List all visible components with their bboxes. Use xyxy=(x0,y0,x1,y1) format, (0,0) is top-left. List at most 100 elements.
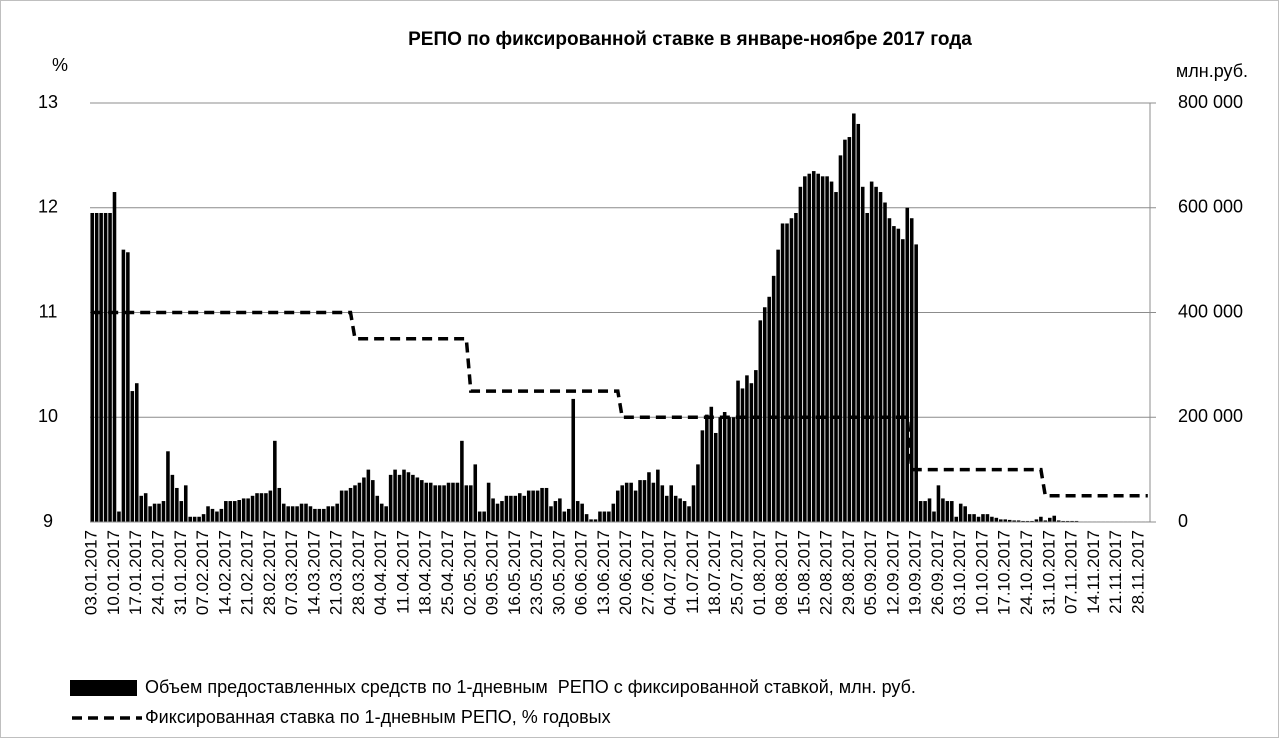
bar xyxy=(1034,519,1039,522)
x-tick-label: 21.03.2017 xyxy=(327,530,346,615)
bar xyxy=(673,495,678,522)
x-tick-label: 07.03.2017 xyxy=(282,530,301,615)
bar xyxy=(758,320,763,522)
bar xyxy=(139,495,143,522)
bar xyxy=(936,485,941,522)
x-tick-label: 02.05.2017 xyxy=(460,530,479,615)
bar xyxy=(379,503,384,522)
bar xyxy=(878,192,883,522)
x-tick-label: 28.02.2017 xyxy=(260,530,279,615)
bar xyxy=(847,137,852,522)
bar xyxy=(326,506,331,522)
bar xyxy=(856,123,861,522)
bar xyxy=(210,508,215,522)
bar xyxy=(923,501,927,522)
bar xyxy=(740,388,745,522)
bar xyxy=(709,406,714,522)
bar xyxy=(500,501,504,522)
bar xyxy=(428,482,433,522)
bar xyxy=(232,501,237,522)
bar xyxy=(526,490,531,522)
bar xyxy=(629,482,633,522)
bar xyxy=(322,508,326,522)
bar xyxy=(549,506,553,522)
bar xyxy=(647,472,651,522)
bar xyxy=(482,511,486,522)
x-tick-label: 31.01.2017 xyxy=(171,530,190,615)
bar xyxy=(963,506,967,522)
bar xyxy=(491,498,495,522)
bar xyxy=(455,482,460,522)
bar xyxy=(700,430,705,522)
bar xyxy=(522,495,527,522)
bar xyxy=(1052,515,1057,522)
bar xyxy=(339,490,344,522)
bar xyxy=(999,519,1003,522)
x-tick-label: 14.11.2017 xyxy=(1084,530,1103,614)
legend-label: Объем предоставленных средств по 1-дневн… xyxy=(145,677,916,697)
bar xyxy=(745,375,749,522)
bar xyxy=(584,514,589,522)
bar xyxy=(384,506,388,522)
bar xyxy=(161,501,166,522)
bar xyxy=(273,440,277,522)
bar xyxy=(157,503,161,522)
bar xyxy=(602,511,607,522)
bar xyxy=(544,487,549,522)
bar xyxy=(558,498,562,522)
bar xyxy=(1007,519,1012,522)
bar xyxy=(1074,520,1079,522)
bar xyxy=(317,508,322,522)
x-tick-label: 29.08.2017 xyxy=(839,530,858,615)
bar xyxy=(1061,520,1065,522)
x-tick-label: 17.01.2017 xyxy=(126,530,145,615)
bar xyxy=(941,498,945,522)
y2-tick-label: 0 xyxy=(1178,511,1188,531)
bar xyxy=(883,202,887,522)
bar xyxy=(451,482,455,522)
bar xyxy=(958,503,963,522)
bar xyxy=(829,181,834,522)
bar xyxy=(121,249,126,522)
legend-swatch xyxy=(70,680,137,696)
bar xyxy=(330,506,335,522)
bar xyxy=(607,511,611,522)
bar xyxy=(148,506,152,522)
x-tick-label: 21.11.2017 xyxy=(1106,530,1125,614)
bar xyxy=(762,307,767,522)
x-tick-label: 21.02.2017 xyxy=(238,530,257,615)
bar xyxy=(531,490,535,522)
bar xyxy=(286,506,290,522)
bar xyxy=(495,503,500,522)
bar xyxy=(1039,516,1043,522)
bar xyxy=(99,212,103,523)
bar xyxy=(509,495,513,522)
bar xyxy=(776,249,780,522)
x-tick-label: 28.11.2017 xyxy=(1128,530,1147,614)
bar xyxy=(437,485,442,522)
x-tick-label: 03.10.2017 xyxy=(950,530,969,615)
bar xyxy=(860,186,865,523)
bar xyxy=(901,239,905,523)
y-tick-label: 10 xyxy=(38,406,58,426)
bar xyxy=(838,155,843,522)
x-tick-label: 11.04.2017 xyxy=(393,530,412,614)
x-tick-label: 07.02.2017 xyxy=(193,530,212,615)
chart-title: РЕПО по фиксированной ставке в январе-но… xyxy=(408,29,972,50)
bar xyxy=(705,414,709,522)
x-tick-label: 14.02.2017 xyxy=(215,530,234,615)
x-tick-label: 03.01.2017 xyxy=(82,530,101,615)
bar xyxy=(611,503,616,522)
bar xyxy=(624,482,629,522)
bar xyxy=(1048,517,1052,522)
x-tick-label: 04.07.2017 xyxy=(661,530,680,615)
y2-axis-label: млн.руб. xyxy=(1176,61,1248,81)
bar xyxy=(362,477,366,522)
bar xyxy=(914,244,918,522)
bar xyxy=(834,192,838,522)
x-tick-label: 15.08.2017 xyxy=(794,530,813,615)
bar xyxy=(264,493,268,522)
x-tick-label: 08.08.2017 xyxy=(772,530,791,615)
bar xyxy=(183,485,188,522)
